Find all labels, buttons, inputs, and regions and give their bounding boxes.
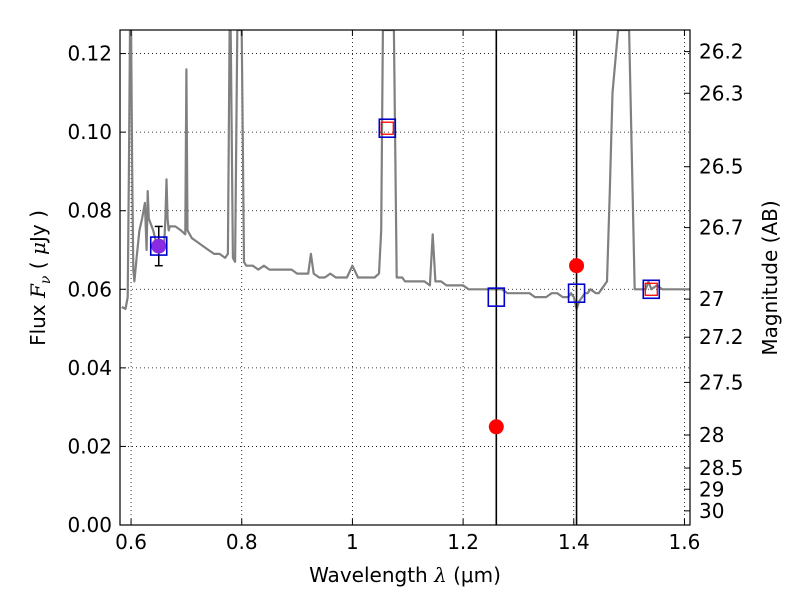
y-axis-label-unit: Jy ) (26, 210, 50, 244)
plot-frame (119, 29, 691, 526)
model-band-square (642, 279, 661, 300)
axis-ticks: 0.6 0.8 1 1.2 1.4 1.6 0.00 0.02 0.04 0.06 0.08 0.10… (67, 30, 744, 554)
y-tick-label: 0.04 (67, 356, 112, 380)
x-tick-label: 1.4 (558, 530, 590, 554)
mag-tick-label: 26.2 (699, 40, 744, 64)
observed-point (488, 419, 504, 435)
x-tick-label: 1 (346, 530, 359, 554)
y-tick-label: 0.12 (67, 42, 112, 66)
mag-tick-label: 28 (699, 423, 724, 447)
mag-tick-label: 27.2 (699, 325, 744, 349)
mag-tick-label: 29 (699, 477, 724, 501)
mag-tick-label: 27 (699, 287, 724, 311)
x-axis-label-text: Wavelength (309, 563, 434, 587)
spectrum-line (121, 30, 690, 310)
x-axis-label-lambda: λ (433, 563, 447, 587)
y-tick-label: 0.06 (67, 277, 112, 301)
y-axis-label-mu: μ (26, 242, 50, 255)
observed-point (569, 258, 585, 274)
model-band-square (149, 236, 168, 256)
y-axis-label-prefix: Flux (26, 298, 50, 346)
model-band-square (487, 287, 506, 307)
y-tick-label: 0.08 (67, 199, 112, 223)
mag-tick-label: 30 (699, 499, 724, 523)
y-tick-label: 0.10 (67, 120, 112, 144)
y-axis-label-f: F (26, 283, 50, 299)
model-band-square (567, 283, 586, 304)
y-axis-label-paren: ( (26, 255, 50, 276)
x-tick-label: 1.6 (669, 530, 701, 554)
observed-point (151, 238, 167, 254)
model-red-square (644, 282, 658, 296)
y-tick-label: 0.00 (67, 513, 112, 537)
y-axis-label: Flux Fν ( μJy ) (26, 210, 54, 346)
x-tick-label: 0.6 (115, 530, 147, 554)
mag-tick-label: 26.3 (699, 81, 744, 105)
mag-tick-label: 26.7 (699, 216, 744, 240)
grid-lines (120, 30, 690, 526)
mag-tick-label: 27.5 (699, 370, 744, 394)
y2-axis-label: Magnitude (AB) (758, 200, 782, 355)
x-tick-label: 0.8 (226, 530, 258, 554)
model-band-square (378, 118, 397, 139)
y-tick-label: 0.02 (67, 434, 112, 458)
x-axis-label: Wavelength λ (μm) (309, 563, 501, 587)
x-axis-label-unit: (μm) (447, 563, 501, 587)
plot-area (121, 30, 690, 525)
model-red-square (380, 121, 394, 135)
mag-tick-label: 28.5 (699, 456, 744, 480)
mag-tick-label: 26.5 (699, 155, 744, 179)
x-tick-label: 1.2 (447, 530, 479, 554)
y-axis-label-nu: ν (38, 275, 54, 284)
